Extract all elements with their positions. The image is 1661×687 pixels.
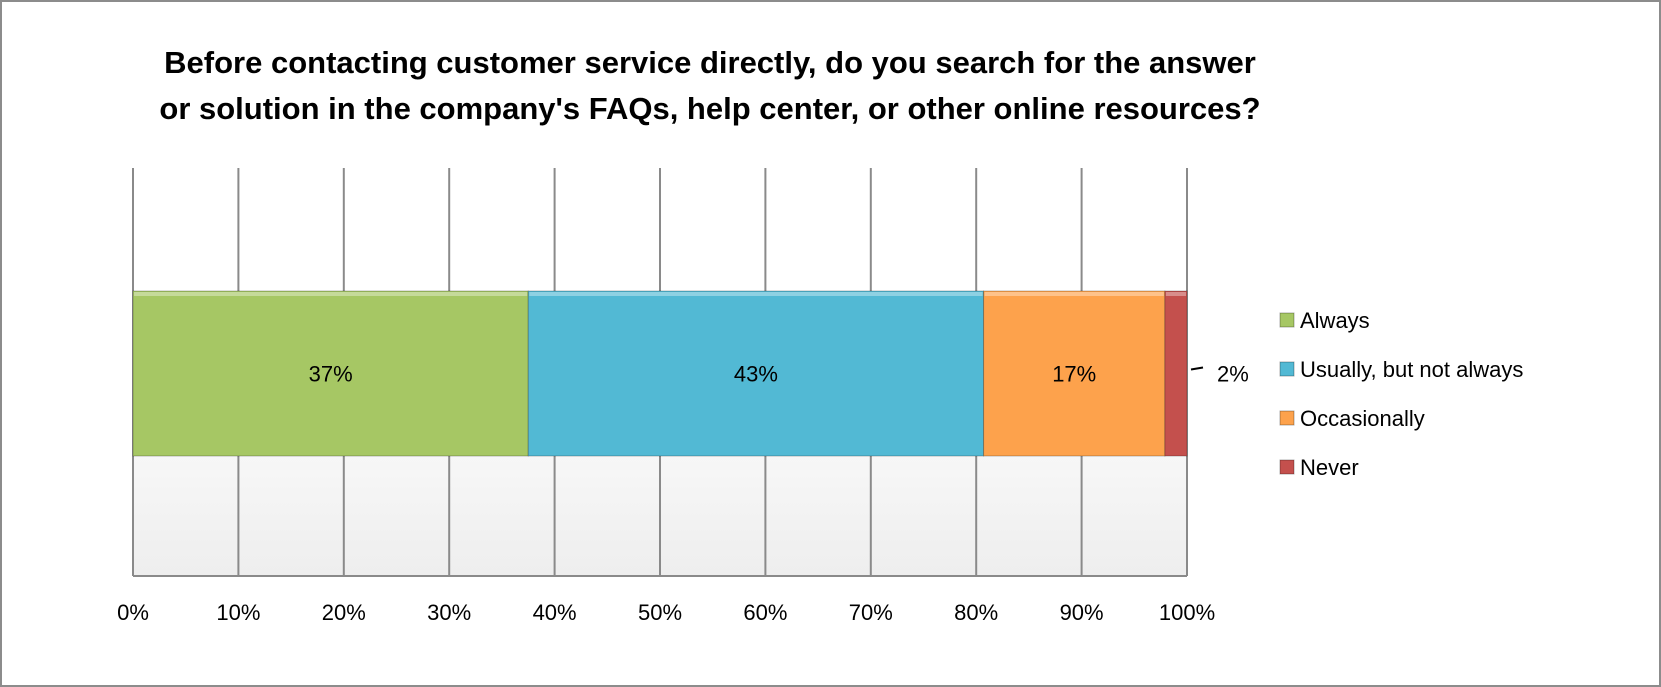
bar-highlight-3: [1165, 292, 1186, 296]
x-tick-label-2: 20%: [322, 600, 366, 625]
data-label-1: 43%: [734, 362, 778, 387]
chart-title-line-1: Before contacting customer service direc…: [164, 45, 1256, 80]
x-axis-ticks: 0% 10% 20% 30% 40% 50% 60% 70% 80% 90% 100%: [117, 600, 1215, 625]
x-tick-label-7: 70%: [849, 600, 893, 625]
legend-label-3: Never: [1300, 455, 1359, 480]
x-tick-label-1: 10%: [216, 600, 260, 625]
data-label-2: 17%: [1052, 362, 1096, 387]
bar-segments: 37% 43% 17% 2%: [132, 290, 1249, 457]
legend-swatch-3: [1279, 459, 1295, 475]
x-tick-label-5: 50%: [638, 600, 682, 625]
data-label-3: 2%: [1217, 362, 1249, 387]
legend-label-0: Always: [1300, 308, 1370, 333]
x-tick-label-0: 0%: [117, 600, 149, 625]
bar-segment-2: [983, 290, 1166, 457]
x-tick-label-8: 80%: [954, 600, 998, 625]
legend-swatch-2: [1279, 410, 1295, 426]
bar-highlight-1: [529, 292, 983, 296]
legend-label-1: Usually, but not always: [1300, 357, 1523, 382]
bar-highlight-2: [984, 292, 1164, 296]
x-tick-label-10: 100%: [1159, 600, 1215, 625]
x-tick-label-4: 40%: [533, 600, 577, 625]
x-tick-label-6: 60%: [743, 600, 787, 625]
bar-segment-1: [527, 290, 985, 457]
legend-swatch-1: [1279, 361, 1295, 377]
bar-segment-3: [1164, 290, 1188, 457]
data-label-0: 37%: [309, 362, 353, 387]
chart-title-line-2: or solution in the company's FAQs, help …: [159, 91, 1261, 126]
chart-title: Before contacting customer service direc…: [150, 40, 1270, 132]
x-tick-label-9: 90%: [1060, 600, 1104, 625]
legend: Always Usually, but not always Occasionall…: [1279, 308, 1523, 480]
leader-line-3: [1190, 366, 1204, 371]
legend-label-2: Occasionally: [1300, 406, 1425, 431]
legend-swatch-0: [1279, 312, 1295, 328]
bar-highlight-0: [134, 292, 528, 296]
x-tick-label-3: 30%: [427, 600, 471, 625]
